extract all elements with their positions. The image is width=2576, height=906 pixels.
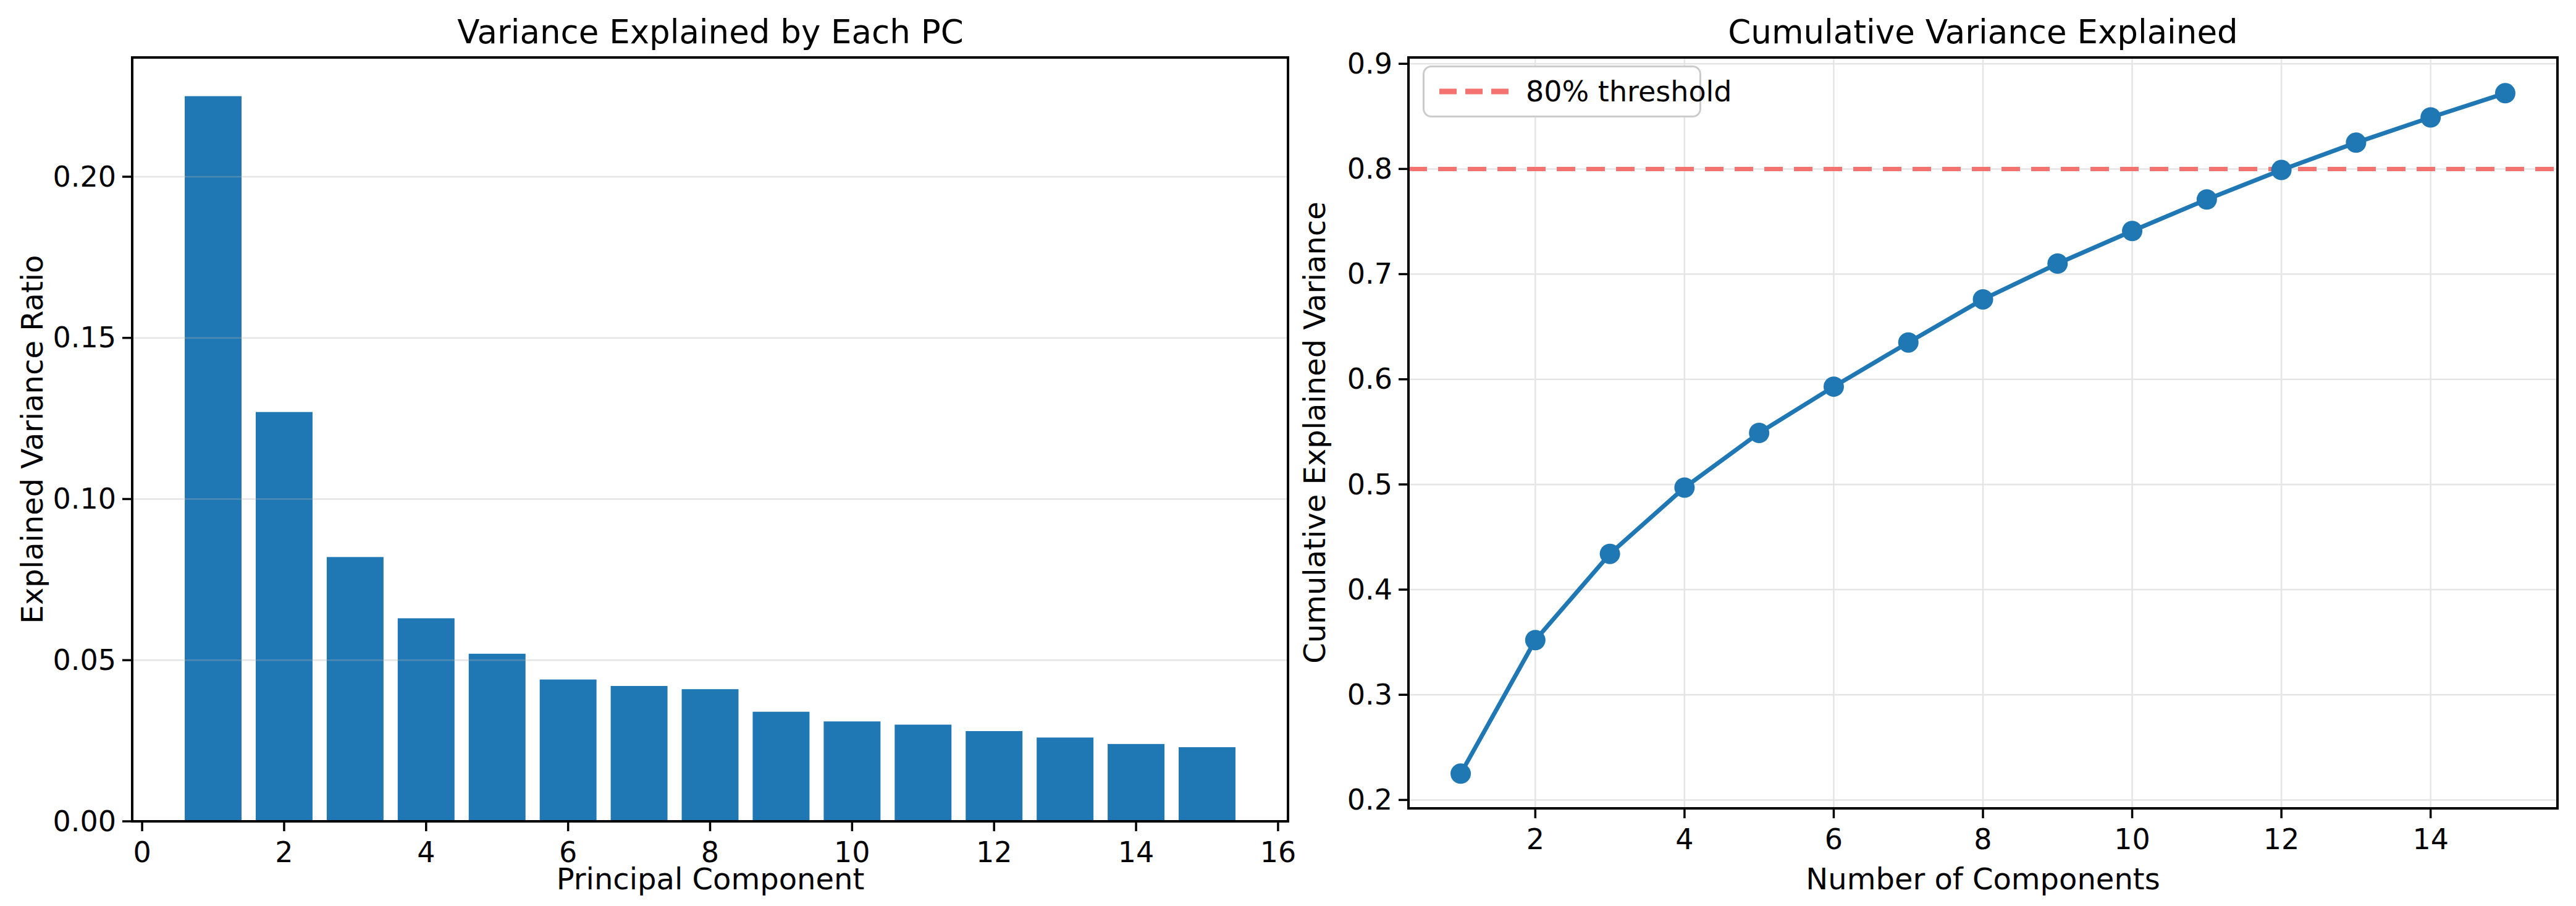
y-tick-label: 0.10: [53, 482, 116, 515]
right-x-axis-label: Number of Components: [1612, 860, 2354, 897]
x-tick-label: 4: [1675, 823, 1693, 856]
pca-variance-figure: 0 2 4 6 8 10 12 14 16 0.00 0.05 0.10 0.15 0.20 2 4 6 8 10…: [0, 0, 2576, 906]
bar-pc13: [1037, 737, 1093, 821]
bar-pc3: [327, 557, 384, 821]
x-tick-label: 12: [2263, 823, 2300, 856]
right-y-axis-label: Cumulative Explained Variance: [1297, 201, 1332, 664]
bar-pc10: [823, 721, 880, 821]
bar-pc9: [752, 712, 809, 821]
y-tick-label: 0.5: [1347, 468, 1392, 501]
y-tick-label: 0.2: [1347, 783, 1392, 816]
bar-series: [185, 96, 1235, 821]
marker-point-12: [2271, 160, 2292, 180]
y-tick-label: 0.4: [1347, 573, 1392, 606]
x-tick-label: 14: [1118, 836, 1155, 869]
left-y-axis-label: Explained Variance Ratio: [15, 255, 49, 624]
bar-pc2: [256, 412, 313, 821]
threshold-legend: 80% threshold: [1423, 66, 1701, 117]
marker-point-14: [2420, 107, 2441, 127]
bar-pc5: [469, 654, 526, 821]
y-tick-label: 0.00: [53, 805, 116, 838]
y-tick-label: 0.6: [1347, 362, 1392, 396]
y-tick-label: 0.8: [1347, 152, 1392, 185]
y-tick-label: 0.9: [1347, 47, 1392, 80]
marker-point-4: [1674, 477, 1694, 497]
marker-point-6: [1824, 376, 1844, 397]
scree-bar-chart: 02468101214160.000.050.100.150.20: [0, 0, 1322, 906]
legend-label: 80% threshold: [1526, 75, 1732, 108]
marker-point-10: [2122, 221, 2142, 241]
bar-pc4: [398, 618, 455, 821]
right-chart-title: Cumulative Variance Explained: [1489, 12, 2477, 52]
x-tick-label: 0: [133, 836, 151, 869]
cumulative-line-chart: 2 4 6 8 10 12 14 0.2 0.3 0.4 0.5 0.6 0.7 0.8 0.9: [1322, 0, 2576, 906]
bar-pc8: [682, 689, 739, 821]
bar-pc14: [1108, 744, 1164, 821]
left-chart-title: Variance Explained by Each PC: [216, 12, 1205, 52]
x-tick-label: 14: [2412, 823, 2449, 856]
x-tick-label: 2: [1526, 823, 1544, 856]
y-tick-label: 0.7: [1347, 257, 1392, 290]
marker-point-15: [2495, 83, 2515, 103]
x-tick-label: 2: [275, 836, 293, 869]
y-tick-label: 0.15: [53, 321, 116, 354]
bar-pc15: [1179, 747, 1235, 821]
marker-point-8: [1973, 289, 1993, 310]
bar-pc7: [611, 686, 668, 821]
y-tick-label: 0.05: [53, 643, 116, 677]
x-tick-label: 16: [1260, 836, 1297, 869]
bar-pc1: [185, 96, 242, 821]
bar-pc11: [894, 725, 951, 821]
marker-point-3: [1600, 544, 1620, 564]
marker-point-5: [1749, 423, 1769, 443]
y-tick-label: 0.3: [1347, 678, 1392, 711]
y-tick-label: 0.20: [53, 160, 116, 193]
x-tick-label: 6: [1825, 823, 1843, 856]
bar-pc6: [540, 680, 597, 821]
marker-point-2: [1525, 630, 1546, 650]
marker-point-9: [2047, 253, 2068, 274]
marker-point-11: [2197, 189, 2217, 210]
left-x-axis-label: Principal Component: [340, 860, 1081, 897]
threshold-dash-icon: [1439, 88, 1509, 95]
marker-point-1: [1450, 763, 1471, 784]
marker-point-7: [1898, 332, 1919, 353]
marker-point-13: [2346, 132, 2366, 153]
x-tick-label: 10: [2114, 823, 2150, 856]
bar-pc12: [966, 731, 1022, 821]
x-tick-label: 8: [1974, 823, 1992, 856]
